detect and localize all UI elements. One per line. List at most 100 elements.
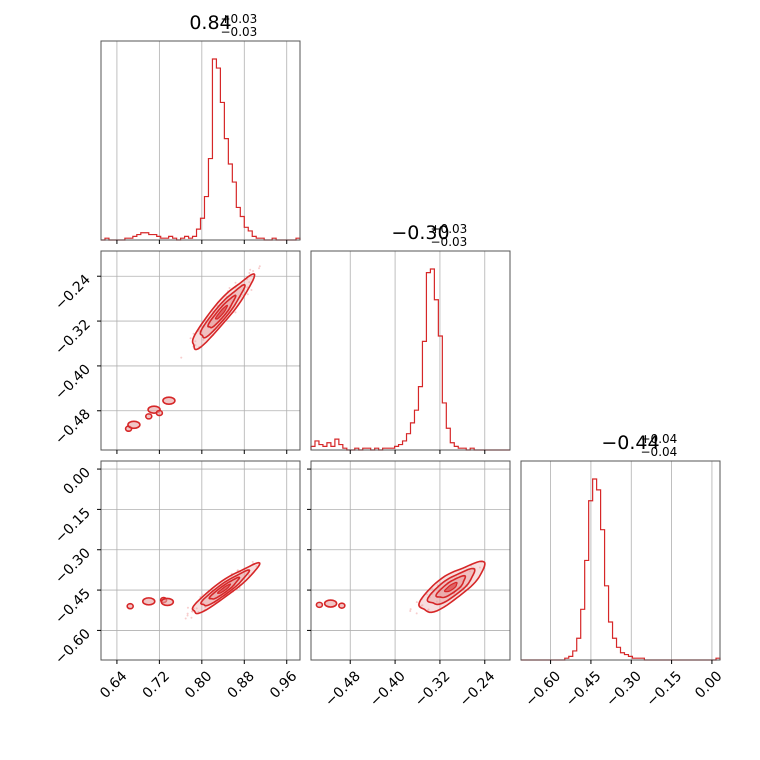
sample-point: [431, 588, 434, 591]
y-tick-label: −0.40: [52, 361, 94, 403]
x-tick-label: 0.88: [225, 668, 258, 701]
contour-layer: [126, 560, 261, 620]
sample-point: [252, 269, 255, 272]
histogram-step-line: [101, 58, 301, 241]
sample-point: [427, 608, 430, 611]
panel-area: [101, 41, 300, 240]
sample-point: [248, 271, 251, 274]
histogram-panel-2: −0.30+0.03−0.03: [310, 222, 511, 454]
sample-point: [415, 601, 418, 604]
contour-core: [217, 583, 232, 594]
sample-point: [191, 610, 194, 613]
sample-point: [478, 566, 481, 569]
contour-panel-2: [97, 460, 301, 664]
y-tick-label: 0.00: [60, 465, 93, 498]
contour-core: [214, 304, 228, 320]
title-plus-error: +0.03: [221, 12, 258, 26]
sample-point: [409, 608, 412, 611]
y-tick-label: −0.32: [52, 317, 94, 359]
sample-point: [189, 337, 192, 340]
panel-frame: [310, 250, 511, 451]
contour-layer: [124, 265, 261, 432]
outlier-contour: [144, 413, 153, 420]
sample-point: [236, 569, 239, 572]
contour-panel-1: [97, 250, 301, 454]
y-tick-label: −0.15: [52, 505, 94, 547]
sample-point: [250, 288, 253, 291]
title-plus-error: +0.03: [431, 222, 468, 236]
y-tick-label: −0.24: [52, 272, 94, 314]
x-tick-label: −0.60: [523, 668, 565, 710]
x-tick-label: −0.48: [322, 668, 364, 710]
sample-point: [258, 267, 261, 270]
panel-title-2: −0.30: [391, 222, 449, 244]
sample-point: [415, 612, 418, 615]
sample-point: [197, 610, 200, 613]
sample-point: [438, 587, 441, 590]
outlier-contour: [141, 597, 156, 606]
outlier-contour: [338, 602, 346, 609]
sample-point: [248, 281, 251, 284]
sample-point: [228, 286, 231, 289]
title-minus-error: −0.03: [221, 25, 258, 39]
sample-point: [435, 600, 438, 603]
x-tick-label: 0.80: [182, 668, 215, 701]
contour-layer: [315, 560, 486, 615]
histogram-step-line: [310, 268, 510, 451]
sample-point: [258, 265, 261, 268]
x-tick-label: 0.64: [97, 668, 130, 701]
outlier-contour: [323, 599, 338, 608]
sample-point: [190, 616, 193, 619]
sample-point: [251, 560, 254, 563]
x-tick-label: −0.15: [644, 668, 686, 710]
sample-point: [420, 604, 423, 607]
title-value: −0.30: [391, 222, 449, 244]
y-tick-label: −0.30: [52, 545, 94, 587]
panel-frame: [100, 250, 301, 451]
outlier-contour: [162, 396, 176, 405]
sample-point: [204, 606, 207, 609]
sample-point: [186, 606, 189, 609]
title-minus-error: −0.03: [431, 235, 468, 249]
sample-point: [195, 607, 198, 610]
sample-point: [180, 356, 183, 359]
contour-panel-3: [307, 460, 511, 664]
title-value: −0.44: [601, 432, 659, 454]
x-tick-label: −0.30: [603, 668, 645, 710]
outlier-contour: [160, 597, 175, 607]
x-tick-label: −0.45: [563, 668, 605, 710]
title-value: 0.84: [189, 12, 231, 34]
sample-point: [201, 593, 204, 596]
sample-point: [425, 593, 428, 596]
histogram-panel-3: −0.44+0.04−0.04: [520, 432, 721, 664]
title-minus-error: −0.04: [641, 445, 678, 459]
histogram-panel-1: 0.84+0.03−0.03: [100, 12, 301, 244]
panel-area: [311, 251, 510, 450]
sample-point: [246, 286, 249, 289]
panel-title-1: 0.84: [189, 12, 231, 34]
outlier-contour: [127, 420, 141, 430]
y-tick-label: −0.60: [52, 626, 94, 668]
sample-point: [194, 344, 197, 347]
sample-point: [249, 268, 252, 271]
title-plus-error: +0.04: [641, 432, 678, 446]
x-tick-label: 0.96: [267, 668, 300, 701]
panel-frame: [100, 460, 301, 661]
x-tick-label: 0.00: [692, 668, 725, 701]
x-tick-label: −0.32: [412, 668, 454, 710]
x-tick-label: −0.40: [367, 668, 409, 710]
sample-point: [241, 293, 244, 296]
panel-frame: [100, 40, 301, 241]
sample-point: [194, 340, 197, 343]
sample-point: [202, 338, 205, 341]
outlier-contour: [155, 409, 164, 417]
sample-point: [192, 332, 195, 335]
sample-point: [186, 614, 189, 617]
panel-frame: [520, 460, 721, 661]
outlier-contour: [315, 601, 324, 609]
outlier-contour: [126, 602, 134, 610]
sample-point: [186, 612, 189, 615]
sample-point: [246, 293, 249, 296]
